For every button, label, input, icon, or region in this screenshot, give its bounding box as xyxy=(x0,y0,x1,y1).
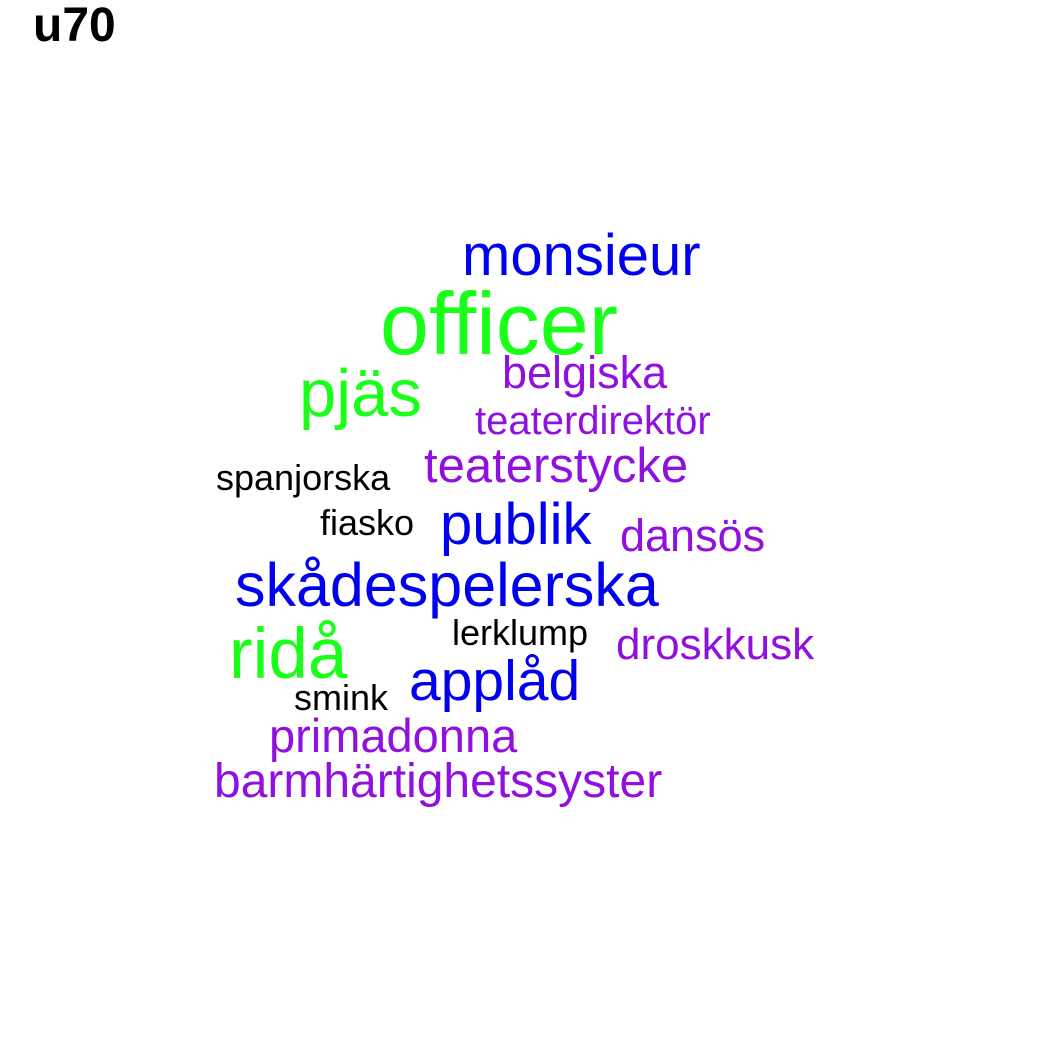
word-droskkusk: droskkusk xyxy=(616,620,815,669)
word-spanjorska: spanjorska xyxy=(216,457,391,498)
word-pjas: pjäs xyxy=(299,356,422,431)
word-monsieur: monsieur xyxy=(462,223,701,288)
word-barmhartighetssyster: barmhärtighetssyster xyxy=(214,755,663,808)
word-primadonna: primadonna xyxy=(269,709,518,762)
word-teaterstycke: teaterstycke xyxy=(424,439,689,493)
word-teaterdirektor: teaterdirektör xyxy=(475,399,711,443)
word-smink: smink xyxy=(294,677,389,718)
page-title: u70 xyxy=(33,0,116,52)
word-lerklump: lerklump xyxy=(452,612,589,653)
word-fiasko: fiasko xyxy=(320,502,415,543)
word-skadespelerska: skådespelerska xyxy=(235,551,659,619)
word-officer: officer xyxy=(380,274,619,373)
word-belgiska: belgiska xyxy=(502,347,668,398)
word-dansos: dansös xyxy=(620,510,766,561)
word-applad: applåd xyxy=(409,649,581,713)
word-publik: publik xyxy=(440,492,592,557)
word-rida: ridå xyxy=(229,615,348,694)
